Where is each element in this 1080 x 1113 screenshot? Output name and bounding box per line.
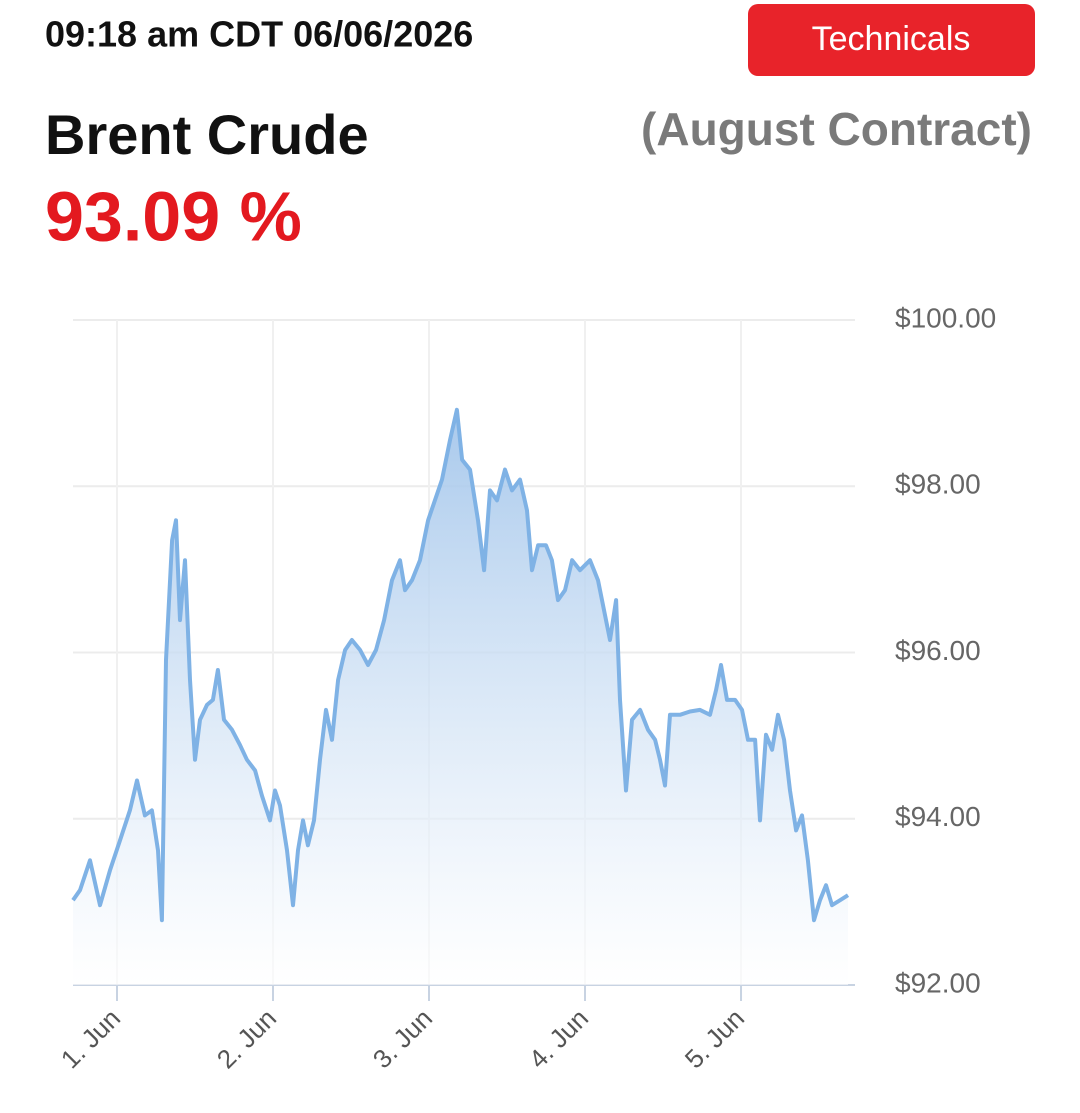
y-tick-label: $100.00 (895, 302, 996, 333)
x-tick-label: 2. Jun (211, 1003, 282, 1074)
x-tick-label: 4. Jun (523, 1003, 594, 1074)
technicals-button[interactable] (748, 4, 1035, 76)
timestamp: 09:18 am CDT 06/06/2026 (45, 14, 473, 55)
price-line (71, 407, 850, 923)
y-tick-label: $94.00 (895, 801, 981, 832)
y-tick-label: $96.00 (895, 635, 981, 666)
chart: $92.00 $94.00 $96.00 $98.00 $100.00 1. Jun 2. … (55, 302, 996, 1074)
y-tick-label: $92.00 (895, 967, 981, 998)
technicals-label[interactable]: Technicals (812, 20, 971, 58)
x-tick-label: 1. Jun (55, 1003, 126, 1074)
instrument-name: Brent Crude (45, 103, 369, 166)
area (73, 409, 849, 985)
contract: (August Contract) (641, 103, 1032, 155)
price: 93.09 % (45, 177, 302, 255)
y-tick-label: $98.00 (895, 469, 981, 500)
x-tick-label: 5. Jun (679, 1003, 750, 1074)
x-tick-label: 3. Jun (367, 1003, 438, 1074)
